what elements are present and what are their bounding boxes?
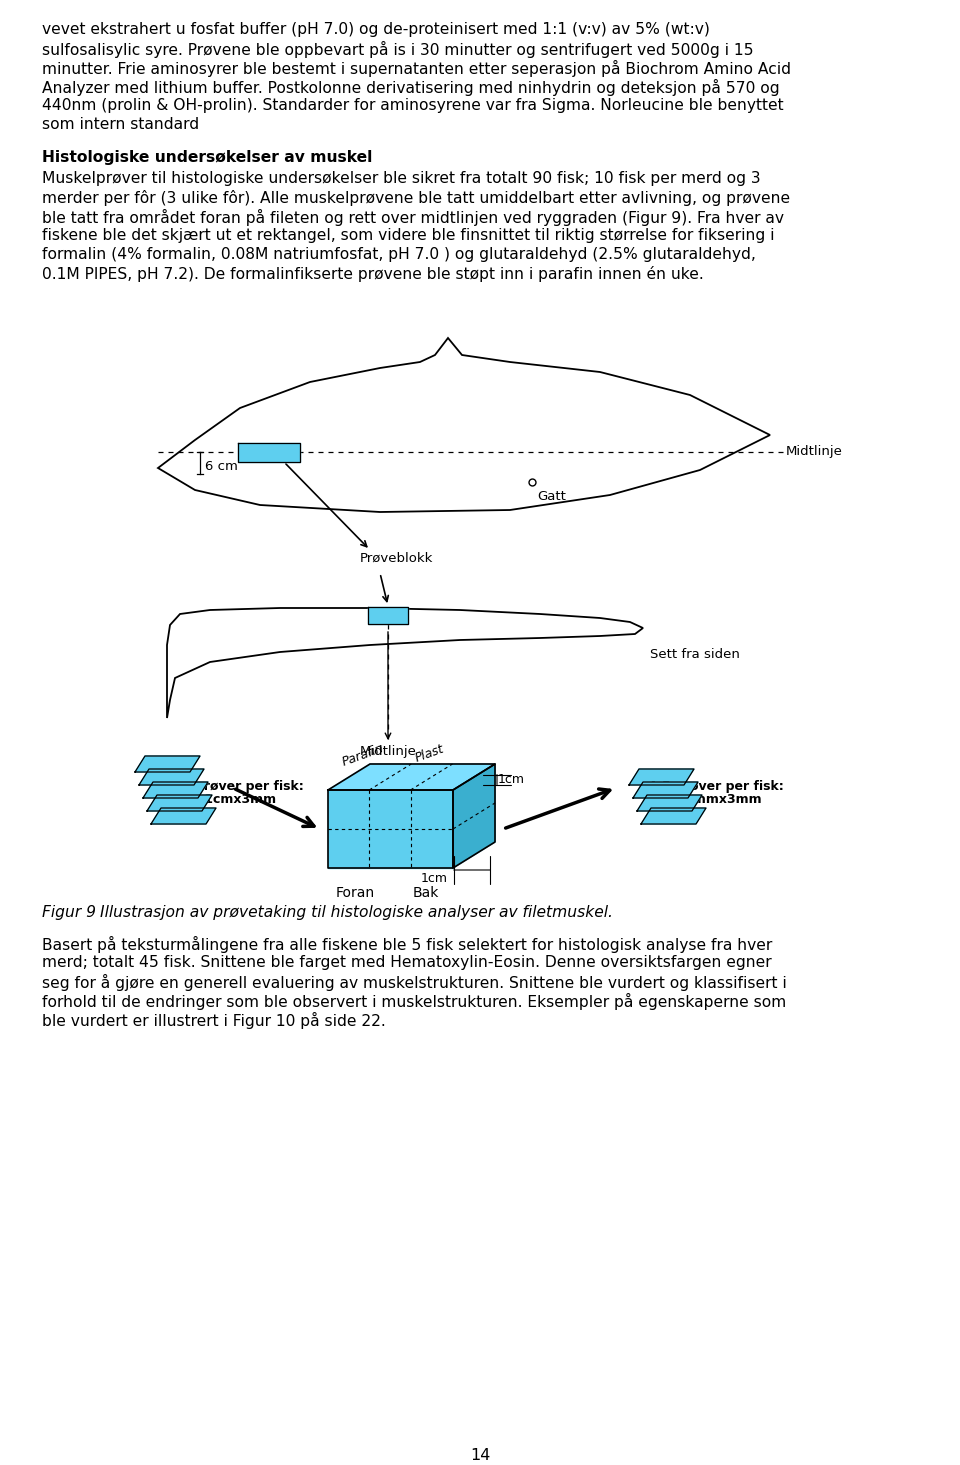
Text: Bak: Bak xyxy=(412,886,439,900)
Text: Muskelprøver til histologiske undersøkelser ble sikret fra totalt 90 fisk; 10 fi: Muskelprøver til histologiske undersøkel… xyxy=(42,171,760,186)
Text: merder per fôr (3 ulike fôr). Alle muskelprøvene ble tatt umiddelbart etter avli: merder per fôr (3 ulike fôr). Alle muske… xyxy=(42,190,790,207)
Text: 6 cm: 6 cm xyxy=(205,460,238,473)
Polygon shape xyxy=(238,442,300,461)
Text: sulfosalisylic syre. Prøvene ble oppbevart på is i 30 minutter og sentrifugert v: sulfosalisylic syre. Prøvene ble oppbeva… xyxy=(42,41,754,59)
Text: forhold til de endringer som ble observert i muskelstrukturen. Eksempler på egen: forhold til de endringer som ble observe… xyxy=(42,993,786,1009)
Polygon shape xyxy=(139,769,204,785)
Text: 1cm: 1cm xyxy=(420,872,447,885)
Text: Histologiske undersøkelser av muskel: Histologiske undersøkelser av muskel xyxy=(42,149,372,166)
Text: 1cm: 1cm xyxy=(498,774,525,787)
Text: som intern standard: som intern standard xyxy=(42,117,199,132)
Text: formalin (4% formalin, 0.08M natriumfosfat, pH 7.0 ) og glutaraldehyd (2.5% glut: formalin (4% formalin, 0.08M natriumfosf… xyxy=(42,248,756,262)
Text: Illustrasjon av prøvetaking til histologiske analyser av filetmuskel.: Illustrasjon av prøvetaking til histolog… xyxy=(100,905,612,920)
Polygon shape xyxy=(368,607,408,624)
Polygon shape xyxy=(453,765,495,867)
Text: ble tatt fra området foran på fileten og rett over midtlinjen ved ryggraden (Fig: ble tatt fra området foran på fileten og… xyxy=(42,209,784,226)
Text: 1cmx3mmx3mm: 1cmx3mmx3mm xyxy=(648,793,762,806)
Polygon shape xyxy=(135,756,200,772)
Text: minutter. Frie aminosyrer ble bestemt i supernatanten etter seperasjon på Biochr: minutter. Frie aminosyrer ble bestemt i … xyxy=(42,60,791,78)
Text: Parafin: Parafin xyxy=(341,741,386,769)
Polygon shape xyxy=(637,795,702,812)
Text: fiskene ble det skjært ut et rektangel, som videre ble finsnittet til riktig stø: fiskene ble det skjært ut et rektangel, … xyxy=(42,229,775,243)
Text: merd; totalt 45 fisk. Snittene ble farget med Hematoxylin-Eosin. Denne oversikts: merd; totalt 45 fisk. Snittene ble farge… xyxy=(42,955,772,970)
Polygon shape xyxy=(629,769,694,785)
Polygon shape xyxy=(151,809,216,823)
Text: 4-5 prøver per fisk:: 4-5 prøver per fisk: xyxy=(648,779,783,793)
Polygon shape xyxy=(633,782,698,798)
Text: ble vurdert er illustrert i Figur 10 på side 22.: ble vurdert er illustrert i Figur 10 på … xyxy=(42,1012,386,1028)
Text: Midtlinje: Midtlinje xyxy=(360,746,417,757)
Polygon shape xyxy=(328,765,495,790)
Polygon shape xyxy=(143,782,208,798)
Text: 440nm (prolin & OH-prolin). Standarder for aminosyrene var fra Sigma. Norleucine: 440nm (prolin & OH-prolin). Standarder f… xyxy=(42,98,783,113)
Text: 1cmx1cmx3mm: 1cmx1cmx3mm xyxy=(168,793,277,806)
Text: seg for å gjøre en generell evaluering av muskelstrukturen. Snittene ble vurdert: seg for å gjøre en generell evaluering a… xyxy=(42,974,787,990)
Text: Analyzer med lithium buffer. Postkolonne derivatisering med ninhydrin og deteksj: Analyzer med lithium buffer. Postkolonne… xyxy=(42,79,780,97)
Text: Prøveblokk: Prøveblokk xyxy=(360,552,433,565)
Text: Figur 9: Figur 9 xyxy=(42,905,96,920)
Text: Basert på teksturmålingene fra alle fiskene ble 5 fisk selektert for histologisk: Basert på teksturmålingene fra alle fisk… xyxy=(42,936,772,954)
Text: vevet ekstrahert u fosfat buffer (pH 7.0) og de-proteinisert med 1:1 (v:v) av 5%: vevet ekstrahert u fosfat buffer (pH 7.0… xyxy=(42,22,709,37)
Text: Plast: Plast xyxy=(414,743,446,765)
Text: Midtlinje: Midtlinje xyxy=(786,445,843,459)
Text: 0.1M PIPES, pH 7.2). De formalinfikserte prøvene ble støpt inn i parafin innen é: 0.1M PIPES, pH 7.2). De formalinfikserte… xyxy=(42,267,704,281)
Text: 4-5 prøver per fisk:: 4-5 prøver per fisk: xyxy=(168,779,303,793)
Text: Foran: Foran xyxy=(336,886,375,900)
Text: Sett fra siden: Sett fra siden xyxy=(650,648,740,661)
Polygon shape xyxy=(641,809,706,823)
Polygon shape xyxy=(328,790,453,867)
Text: Gatt: Gatt xyxy=(537,489,565,502)
Polygon shape xyxy=(147,795,212,812)
Text: 14: 14 xyxy=(469,1447,491,1464)
